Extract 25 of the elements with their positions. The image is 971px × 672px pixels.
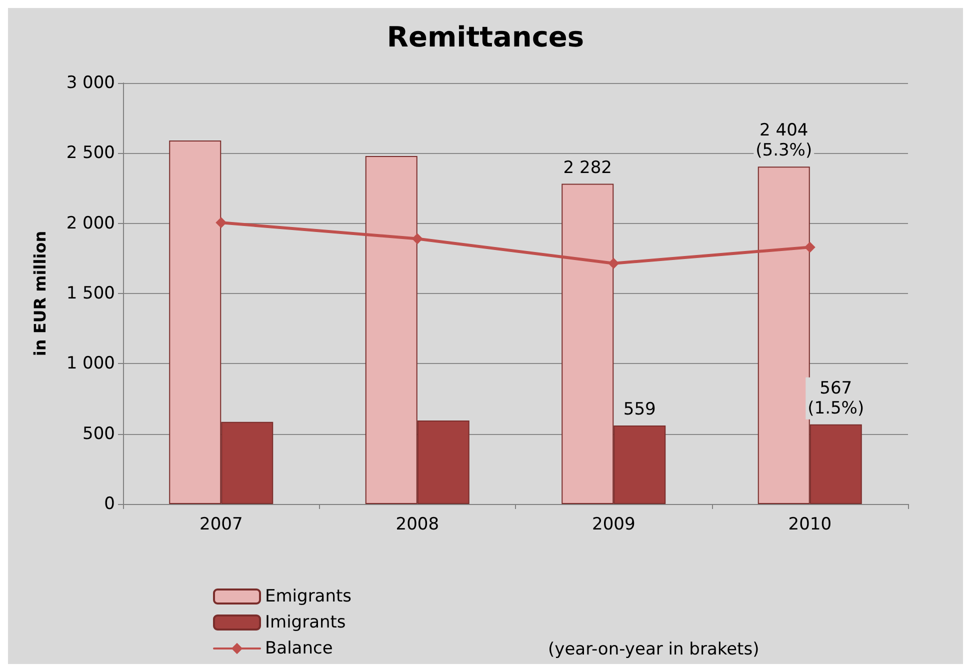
y-axis-title: in EUR million (30, 230, 50, 356)
x-tick-label: 2007 (199, 514, 243, 534)
point (608, 258, 620, 269)
y-tick-label: 1 000 (66, 354, 115, 374)
point (804, 242, 816, 253)
y-tick-label: 0 (104, 494, 115, 514)
point (412, 233, 423, 244)
legend-label: Balance (265, 638, 333, 658)
data-label: 559 (623, 400, 656, 420)
x-tick-label: 2009 (592, 514, 636, 534)
y-tick-label: 1 500 (66, 284, 115, 304)
y-tick-label: 500 (82, 424, 115, 444)
chart-title: Remittances (386, 20, 584, 54)
text: (year-on-year in brakets) (548, 640, 760, 660)
data-label: 567 (1.5%) (808, 378, 864, 418)
x-tick-label: 2010 (788, 514, 832, 534)
x-tick-label: 2008 (396, 514, 440, 534)
data-label: 2 282 (563, 158, 612, 178)
y-tick-label: 2 500 (66, 143, 115, 164)
data-label: 2 404 (5.3%) (756, 120, 812, 161)
y-tick-label: 3 000 (66, 73, 115, 93)
y-tick-label: 2 000 (66, 213, 115, 234)
point (216, 217, 227, 228)
legend-label: Emigrants (265, 586, 352, 606)
legend-label: Imigrants (265, 612, 346, 632)
